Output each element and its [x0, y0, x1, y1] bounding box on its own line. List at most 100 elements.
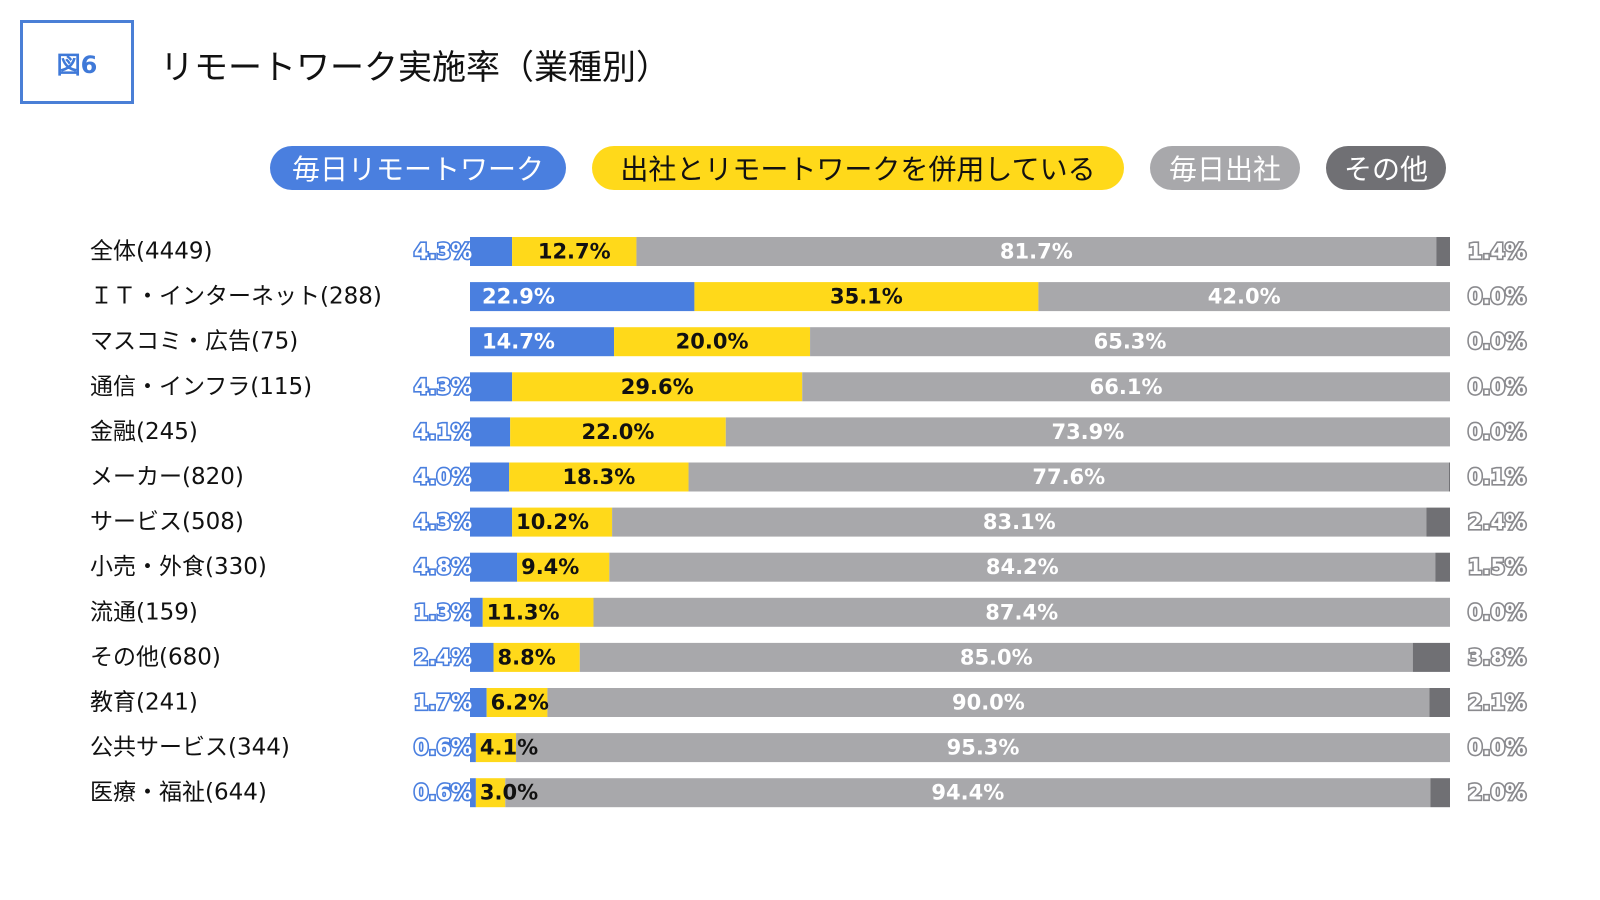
- value-label-daily-remote: 1.7%: [414, 691, 472, 715]
- value-label-other: 2.1%: [1468, 691, 1526, 715]
- category-label: 医療・福祉(644): [90, 780, 267, 806]
- category-label: ＩＴ・インターネット(288): [90, 284, 382, 310]
- bar-row: その他(680) 2.4% 8.8% 85.0% 3.8%: [90, 642, 1528, 672]
- value-label-daily-remote: 4.3%: [414, 375, 472, 399]
- bar-segment-daily-remote: [470, 642, 494, 672]
- bar-segment-daily-office: [579, 642, 1413, 672]
- bar-row: 小売・外食(330) 4.8% 9.4% 84.2% 1.5%: [90, 552, 1528, 582]
- bar-segment-daily-remote: [470, 778, 476, 808]
- value-label-daily-office: 81.7%: [1000, 240, 1073, 264]
- value-label-other: 0.0%: [1468, 330, 1526, 354]
- bar-segment-daily-office: [547, 688, 1430, 717]
- bar-row: 通信・インフラ(115) 4.3% 29.6% 66.1% 0.0%: [90, 372, 1528, 402]
- bar-row: 公共サービス(344) 0.6% 4.1% 95.3% 0.0%: [90, 733, 1528, 763]
- legend-label: 毎日リモートワーク: [291, 153, 544, 186]
- bar-segment-daily-office: [725, 417, 1450, 447]
- value-label-daily-remote: 4.0%: [414, 465, 472, 489]
- bar-segment-other: [1435, 552, 1450, 582]
- bar-segment-daily-office: [636, 237, 1437, 266]
- bar-segment-hybrid: [482, 597, 594, 627]
- value-label-hybrid: 9.4%: [521, 555, 579, 579]
- value-label-daily-office: 87.4%: [985, 600, 1058, 624]
- value-label-daily-office: 90.0%: [952, 691, 1025, 715]
- bar-segment-hybrid: [486, 688, 548, 717]
- bar-segment-daily-office: [612, 507, 1427, 537]
- value-label-daily-remote: 4.1%: [414, 420, 472, 444]
- value-label-hybrid: 3.0%: [480, 781, 538, 805]
- value-label-hybrid: 12.7%: [538, 240, 611, 264]
- category-label: メーカー(820): [90, 464, 244, 490]
- bar-row: ＩＴ・インターネット(288) 22.9% 35.1% 42.0% 0.0%: [90, 282, 1528, 312]
- legend-label: 出社とリモートワークを併用している: [620, 153, 1096, 186]
- bar-segment-hybrid: [694, 282, 1039, 312]
- value-label-hybrid: 11.3%: [487, 600, 560, 624]
- value-label-daily-remote: 2.4%: [414, 645, 472, 669]
- value-label-daily-remote: 1.3%: [414, 600, 472, 624]
- bar-segment-other: [1449, 462, 1450, 492]
- value-label-daily-office: 77.6%: [1032, 465, 1105, 489]
- bar-segment-hybrid: [493, 642, 580, 672]
- bar-segment-daily-remote: [470, 372, 513, 402]
- chart-title: リモートワーク実施率（業種別）: [160, 48, 670, 88]
- bar-segment-hybrid: [475, 733, 517, 763]
- bar-segment-other: [1429, 688, 1450, 717]
- category-label: 小売・外食(330): [90, 554, 267, 580]
- category-label: マスコミ・広告(75): [90, 329, 298, 355]
- bar-segment-hybrid: [614, 327, 811, 357]
- bar-segment-daily-remote: [470, 237, 513, 266]
- value-label-other: 0.0%: [1468, 285, 1526, 309]
- bar-row: 医療・福祉(644) 0.6% 3.0% 94.4% 2.0%: [90, 778, 1528, 808]
- value-label-other: 3.8%: [1468, 645, 1526, 669]
- legend-label: その他: [1343, 153, 1428, 186]
- value-label-daily-office: 94.4%: [931, 781, 1004, 805]
- value-label-hybrid: 35.1%: [830, 285, 903, 309]
- value-label-hybrid: 8.8%: [498, 645, 556, 669]
- value-label-daily-office: 66.1%: [1090, 375, 1163, 399]
- value-label-hybrid: 10.2%: [516, 510, 589, 534]
- value-label-daily-remote: 14.7%: [482, 330, 555, 354]
- chart-legend: 毎日リモートワーク 出社とリモートワークを併用している 毎日出社 その他: [0, 146, 1600, 192]
- value-label-other: 0.1%: [1468, 465, 1526, 489]
- value-label-hybrid: 22.0%: [582, 420, 655, 444]
- bar-segment-other: [1426, 507, 1450, 537]
- bar-segment-hybrid: [517, 552, 610, 582]
- category-label: 通信・インフラ(115): [90, 374, 312, 400]
- bar-segment-daily-remote: [470, 462, 510, 492]
- bar-segment-daily-office: [802, 372, 1450, 402]
- category-label: その他(680): [90, 644, 221, 670]
- bar-segment-hybrid: [510, 417, 726, 447]
- bar-segment-daily-remote: [470, 282, 695, 312]
- bar-segment-daily-office: [688, 462, 1450, 492]
- value-label-daily-office: 95.3%: [947, 736, 1020, 760]
- legend-item-daily-office: 毎日出社: [1150, 146, 1300, 190]
- value-label-daily-remote: 22.9%: [482, 285, 555, 309]
- bar-row: メーカー(820) 4.0% 18.3% 77.6% 0.1%: [90, 462, 1528, 492]
- legend-label: 毎日出社: [1168, 153, 1281, 186]
- value-label-daily-remote: 4.8%: [414, 555, 472, 579]
- value-label-daily-remote: 4.3%: [414, 510, 472, 534]
- bar-segment-daily-office: [609, 552, 1436, 582]
- value-label-hybrid: 6.2%: [491, 691, 549, 715]
- bar-segment-other: [1412, 642, 1450, 672]
- category-label: 全体(4449): [90, 239, 212, 265]
- value-label-daily-remote: 0.6%: [414, 736, 472, 760]
- value-label-hybrid: 29.6%: [621, 375, 694, 399]
- bar-segment-daily-office: [1038, 282, 1450, 312]
- bar-segment-hybrid: [509, 462, 689, 492]
- bar-segment-daily-remote: [470, 552, 518, 582]
- bar-segment-daily-remote: [470, 688, 487, 717]
- value-label-daily-remote: 0.6%: [414, 781, 472, 805]
- bar-segment-hybrid: [475, 778, 506, 808]
- value-label-daily-office: 65.3%: [1094, 330, 1167, 354]
- bar-segment-daily-remote: [470, 597, 483, 627]
- legend-item-hybrid: 出社とリモートワークを併用している: [592, 146, 1124, 190]
- value-label-other: 1.4%: [1468, 240, 1526, 264]
- bar-segment-hybrid: [512, 507, 613, 537]
- value-label-daily-remote: 4.3%: [414, 240, 472, 264]
- bar-segment-daily-office: [516, 733, 1450, 763]
- value-label-other: 0.0%: [1468, 736, 1526, 760]
- bar-segment-hybrid: [512, 237, 637, 266]
- value-label-daily-office: 83.1%: [983, 510, 1056, 534]
- value-label-other: 2.4%: [1468, 510, 1526, 534]
